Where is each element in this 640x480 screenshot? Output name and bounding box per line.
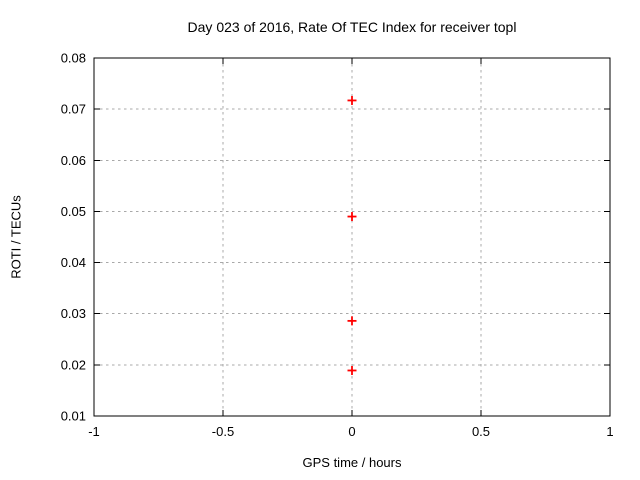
y-tick-label: 0.01 xyxy=(61,409,86,424)
x-tick-label: 0.5 xyxy=(472,424,490,439)
y-tick-label: 0.02 xyxy=(61,357,86,372)
y-tick-label: 0.08 xyxy=(61,51,86,66)
x-tick-label: -1 xyxy=(88,424,100,439)
x-tick-label: 1 xyxy=(606,424,613,439)
chart-title: Day 023 of 2016, Rate Of TEC Index for r… xyxy=(187,19,517,35)
y-tick-label: 0.05 xyxy=(61,204,86,219)
x-tick-label: 0 xyxy=(348,424,355,439)
y-tick-label: 0.03 xyxy=(61,306,86,321)
y-tick-label: 0.07 xyxy=(61,102,86,117)
y-tick-label: 0.04 xyxy=(61,255,86,270)
y-tick-label: 0.06 xyxy=(61,153,86,168)
y-axis-label: ROTI / TECUs xyxy=(8,195,24,279)
plot-border xyxy=(93,57,611,417)
x-tick-label: -0.5 xyxy=(212,424,234,439)
x-axis-label: GPS time / hours xyxy=(302,455,402,470)
